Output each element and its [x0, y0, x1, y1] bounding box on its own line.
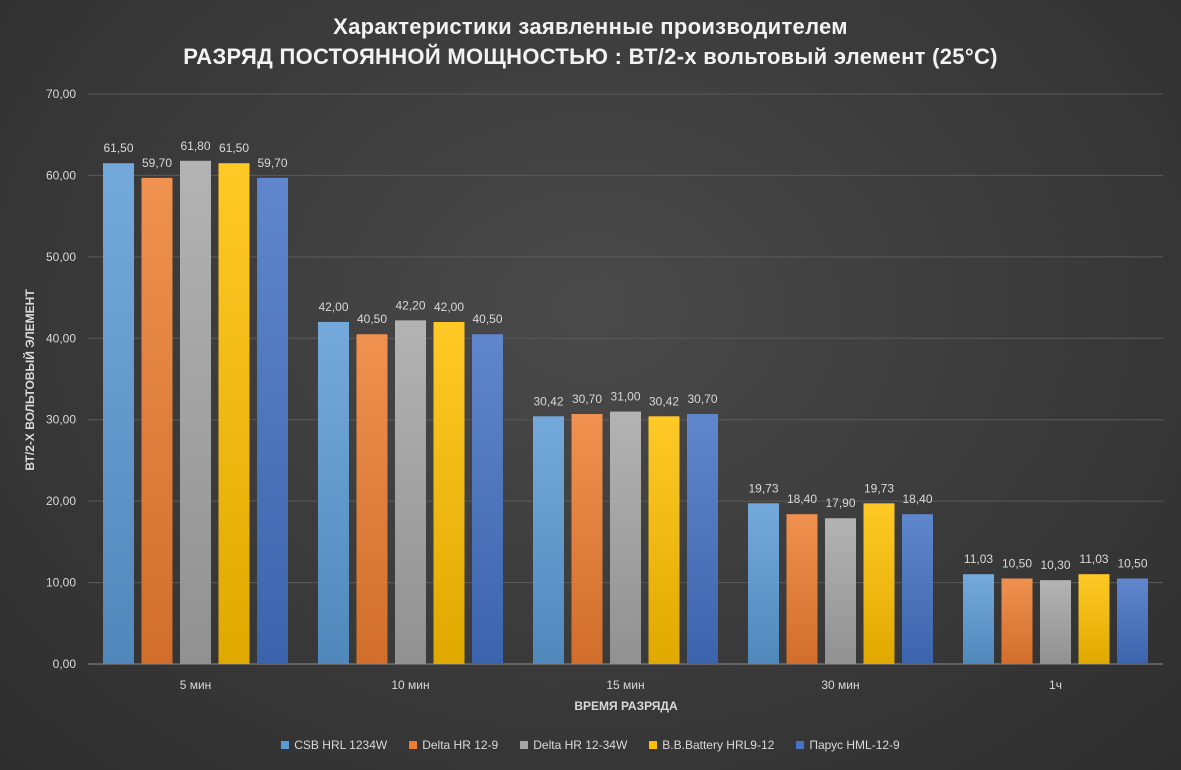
bar	[318, 322, 349, 664]
y-tick-label: 30,00	[46, 413, 76, 427]
legend-item: Delta HR 12-34W	[520, 738, 627, 752]
bar	[103, 163, 134, 664]
bar	[571, 414, 603, 664]
data-label: 10,30	[1040, 558, 1070, 572]
data-label: 61,50	[103, 141, 133, 155]
data-label: 30,42	[533, 394, 563, 408]
y-tick-label: 20,00	[46, 494, 76, 508]
bar	[825, 518, 856, 664]
legend-label: Delta HR 12-34W	[533, 738, 628, 752]
chart-title-block: Характеристики заявленные производителем…	[0, 12, 1181, 72]
bar	[748, 503, 779, 664]
y-tick-label: 70,00	[46, 87, 76, 101]
legend-label: Delta HR 12-9	[422, 738, 499, 752]
legend-item: Парус HML-12-9	[796, 738, 900, 752]
bar	[433, 322, 465, 664]
y-axis-title: ВТ/2-Х ВОЛЬТОВЫЙ ЭЛЕМЕНТ	[22, 289, 37, 471]
data-label: 18,40	[902, 492, 932, 506]
legend: CSB HRL 1234W Delta HR 12-9 Delta HR 12-34…	[0, 738, 1181, 752]
y-tick-label: 40,00	[46, 331, 76, 345]
x-axis-title: ВРЕМЯ РАЗРЯДА	[574, 699, 678, 713]
bar	[1001, 578, 1033, 664]
bar	[180, 160, 211, 664]
data-label: 40,50	[357, 312, 387, 326]
bars	[103, 160, 1148, 664]
data-label: 40,50	[472, 312, 502, 326]
legend-swatch	[796, 741, 805, 749]
y-tick-label: 0,00	[53, 657, 77, 671]
data-label: 19,73	[748, 481, 778, 495]
x-tick-label: 30 мин	[821, 678, 859, 692]
bar	[1078, 574, 1110, 664]
legend-label: Парус HML-12-9	[809, 738, 900, 752]
y-tick-label: 50,00	[46, 250, 76, 264]
bar	[356, 334, 388, 664]
legend-item: Delta HR 12-9	[409, 738, 498, 752]
data-label: 30,70	[687, 392, 717, 406]
bar	[648, 416, 680, 664]
bar	[902, 514, 933, 664]
x-tick-label: 10 мин	[391, 678, 429, 692]
data-label: 61,80	[180, 139, 210, 153]
y-tick-label: 60,00	[46, 168, 76, 182]
data-label: 11,03	[964, 552, 993, 566]
data-label: 10,50	[1117, 557, 1147, 571]
legend-swatch	[409, 741, 418, 749]
bar	[610, 411, 641, 664]
x-tick-label: 1ч	[1049, 678, 1062, 692]
bar	[141, 177, 173, 664]
data-label: 11,03	[1079, 552, 1108, 566]
data-label: 59,70	[257, 156, 287, 170]
y-axis-ticks: 0,00 10,00 20,00 30,00 40,00 50,00 60,00 70,00	[46, 87, 76, 671]
data-label: 18,40	[787, 492, 817, 506]
data-label: 42,00	[434, 300, 464, 314]
x-axis-ticks: 5 мин 10 мин 15 мин 30 мин 1ч	[180, 678, 1062, 692]
data-label: 10,50	[1002, 557, 1032, 571]
bar	[472, 334, 503, 664]
data-label: 30,42	[649, 394, 679, 408]
data-label: 42,20	[395, 298, 425, 312]
bar	[1117, 578, 1148, 664]
data-label: 42,00	[318, 300, 348, 314]
bar	[786, 514, 818, 664]
legend-swatch	[281, 741, 290, 749]
legend-label: B.B.Battery HRL9-12	[662, 738, 775, 752]
legend-item: B.B.Battery HRL9-12	[649, 738, 774, 752]
bar	[687, 414, 718, 664]
data-label: 30,70	[572, 392, 602, 406]
data-label: 61,50	[219, 141, 249, 155]
legend-label: CSB HRL 1234W	[294, 738, 388, 752]
data-labels: 61,50 59,70 61,80 61,50 59,70 42,00 40,50 42,20…	[103, 139, 1147, 572]
bar	[863, 503, 895, 664]
bar	[1040, 580, 1071, 664]
data-label: 59,70	[142, 156, 172, 170]
legend-swatch	[649, 741, 658, 749]
bar	[257, 177, 288, 664]
bar	[218, 163, 250, 664]
data-label: 17,90	[825, 496, 855, 510]
bar	[963, 574, 994, 664]
bar	[533, 416, 564, 664]
chart-title: Характеристики заявленные производителем	[333, 14, 848, 39]
x-tick-label: 5 мин	[180, 678, 212, 692]
data-label: 19,73	[864, 481, 894, 495]
legend-swatch	[520, 741, 529, 749]
chart-subtitle: РАЗРЯД ПОСТОЯННОЙ МОЩНОСТЬЮ : ВТ/2-х вол…	[183, 44, 998, 69]
y-tick-label: 10,00	[46, 576, 76, 590]
x-tick-label: 15 мин	[606, 678, 644, 692]
data-label: 31,00	[610, 390, 640, 404]
legend-item: CSB HRL 1234W	[281, 738, 387, 752]
bar	[395, 320, 426, 664]
